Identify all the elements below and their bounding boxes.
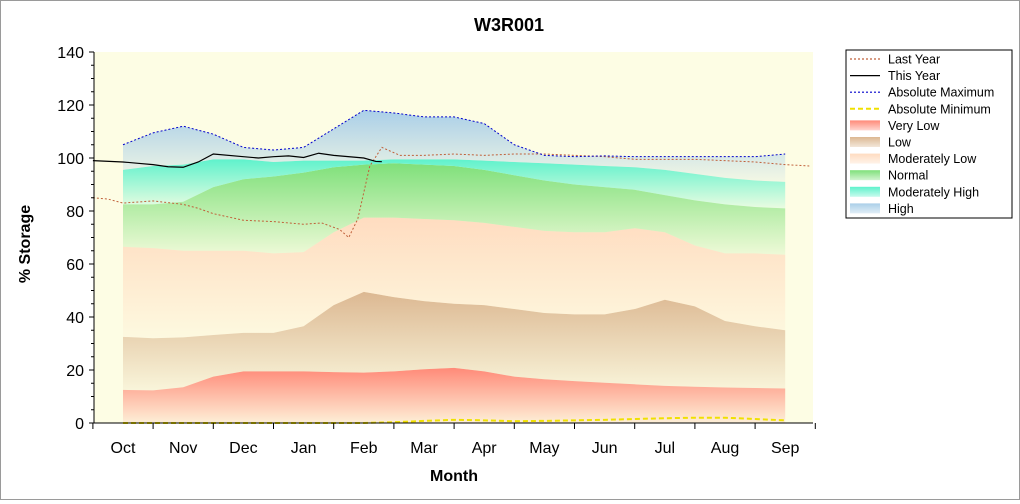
line-this-year xyxy=(92,152,382,168)
y-tick-label: 100 xyxy=(57,151,84,168)
line-last-year xyxy=(92,146,810,239)
x-tick-label: Dec xyxy=(229,440,257,457)
y-tick-label: 60 xyxy=(66,257,84,274)
legend-item-last-year: Last Year xyxy=(850,53,940,67)
line-absolute-maximum xyxy=(122,109,786,158)
legend-item-absolute-maximum: Absolute Maximum xyxy=(850,86,994,100)
legend-item-moderately-high: Moderately High xyxy=(850,185,979,199)
legend-swatch xyxy=(850,203,880,214)
legend-item-this-year: This Year xyxy=(850,69,940,83)
y-tick-label: 80 xyxy=(66,204,84,221)
y-tick-label: 120 xyxy=(57,98,84,115)
band-moderately-high xyxy=(123,159,786,209)
y-tick-label: 140 xyxy=(57,45,84,62)
x-tick-label: Apr xyxy=(472,440,498,457)
x-tick-label: Feb xyxy=(350,440,378,457)
legend-label: Absolute Minimum xyxy=(888,102,991,116)
y-tick-label: 20 xyxy=(66,363,84,380)
plot-area xyxy=(92,52,813,424)
x-tick-label: Jan xyxy=(291,440,317,457)
x-axis-label: Month xyxy=(430,468,478,485)
y-axis-label: % Storage xyxy=(17,205,34,283)
x-tick-label: Jul xyxy=(655,440,675,457)
legend-item-high: High xyxy=(850,202,914,216)
band-high xyxy=(123,110,786,182)
legend-swatch xyxy=(850,120,880,131)
legend-swatch xyxy=(850,153,880,164)
band-normal xyxy=(123,163,786,255)
x-tick-label: Oct xyxy=(111,440,136,457)
legend-swatch xyxy=(850,186,880,197)
band-moderately-low xyxy=(123,217,786,339)
legend-label: Absolute Maximum xyxy=(888,86,994,100)
x-tick-label: Jun xyxy=(592,440,618,457)
legend: Last Year This Year Absolute Maximum Absolu… xyxy=(845,49,1013,219)
legend-item-low: Low xyxy=(850,136,912,150)
y-axis: 0 20 40 60 80 100 120 140 xyxy=(57,45,95,433)
legend-item-very-low: Very Low xyxy=(850,119,940,133)
band-very-low xyxy=(123,367,786,423)
x-tick-label: Mar xyxy=(410,440,438,457)
legend-item-absolute-minimum: Absolute Minimum xyxy=(850,102,991,116)
y-tick-label: 0 xyxy=(75,416,84,433)
legend-swatch xyxy=(850,170,880,181)
legend-swatch xyxy=(850,137,880,147)
x-tick-label: Sep xyxy=(771,440,800,457)
legend-label: High xyxy=(888,202,914,216)
legend-item-moderately-low: Moderately Low xyxy=(850,152,977,166)
x-tick-label: Nov xyxy=(169,440,197,457)
x-tick-label: Aug xyxy=(711,440,739,457)
legend-label: Normal xyxy=(888,169,928,183)
legend-label: Moderately High xyxy=(888,185,979,199)
legend-label: Low xyxy=(888,136,912,150)
legend-item-normal: Normal xyxy=(850,169,928,183)
x-axis: Oct Nov Dec Jan Feb Mar Apr May Jun Jul Aug Sep xyxy=(92,422,816,457)
legend-label: Very Low xyxy=(888,119,940,133)
legend-label: This Year xyxy=(888,69,940,83)
legend-label: Last Year xyxy=(888,53,940,67)
legend-label: Moderately Low xyxy=(888,152,977,166)
x-tick-label: May xyxy=(529,440,559,457)
y-tick-label: 40 xyxy=(66,310,84,327)
band-low xyxy=(123,291,786,391)
chart-title: W3R001 xyxy=(474,15,544,35)
